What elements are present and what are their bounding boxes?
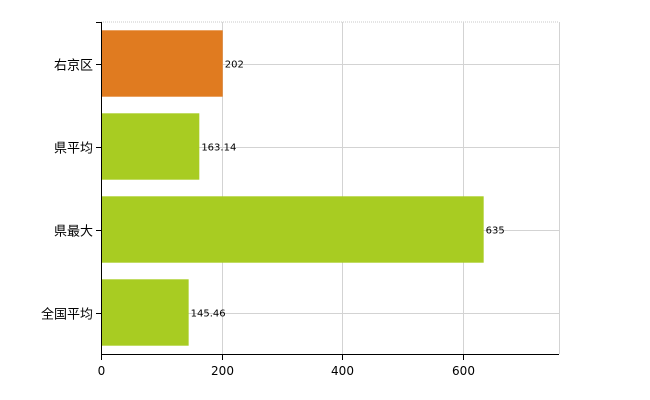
axes (96, 22, 559, 360)
bar-3 (101, 279, 189, 346)
data-label-2: 635 (486, 226, 505, 237)
bar-0 (101, 30, 223, 97)
data-label-3: 145.46 (191, 309, 226, 320)
data-label-0: 202 (225, 60, 244, 71)
bar-1 (101, 113, 200, 180)
bar-2 (101, 196, 484, 263)
x-tick-label-400: 400 (331, 364, 354, 378)
x-tick-label-200: 200 (211, 364, 234, 378)
bars (101, 30, 484, 346)
grid-lines (101, 21, 560, 354)
category-label-0: 右京区 (54, 59, 93, 74)
x-tick-label-0: 0 (98, 364, 106, 378)
x-tick-label-600: 600 (452, 364, 475, 378)
category-label-1: 県平均 (54, 142, 93, 157)
category-label-3: 全国平均 (41, 307, 93, 323)
data-label-1: 163.14 (201, 143, 236, 154)
category-label-2: 県最大 (54, 225, 93, 240)
